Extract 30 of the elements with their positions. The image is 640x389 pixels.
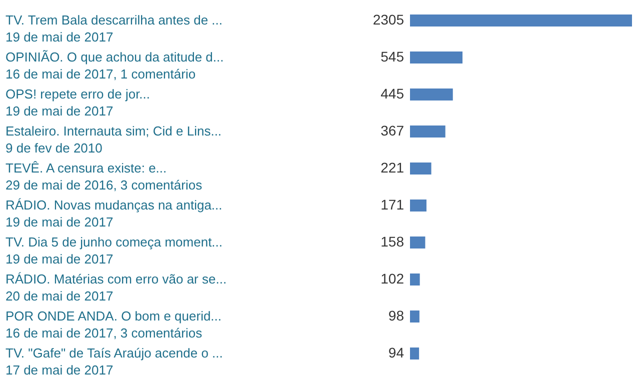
y-tick-label: TEVÊ. A censura existe: e... 29 de mai de 2016, 3 comentários <box>6 160 203 192</box>
bar <box>410 52 462 64</box>
data-label: 367 <box>380 122 404 138</box>
y-tick-label: Estaleiro. Internauta sim; Cid e Lins... 9 de fev de 2010 <box>6 124 222 156</box>
y-tick-label: RÁDIO. Novas mudanças na antiga... 19 de mai de 2017 <box>6 198 222 230</box>
data-label: 445 <box>380 86 404 102</box>
bar <box>410 14 632 26</box>
y-tick-label: TV. "Gafe" de Taís Araújo acende o ... 17 de mai de 2017 <box>6 346 223 378</box>
bar <box>410 162 432 174</box>
bar <box>410 348 420 360</box>
bar <box>410 274 420 286</box>
data-label: 171 <box>380 196 404 212</box>
y-tick-label: TV. Dia 5 de junho começa moment... 19 de mai de 2017 <box>6 234 223 266</box>
y-tick-label: TV. Trem Bala descarrilha antes de ... 19 de mai de 2017 <box>6 12 223 44</box>
y-tick-label: RÁDIO. Matérias com erro vão ar se... 20 de mai de 2017 <box>6 272 227 304</box>
y-tick-label: OPS! repete erro de jor... 19 de mai de 2017 <box>6 86 150 118</box>
bar <box>410 310 420 322</box>
bar <box>410 200 426 212</box>
data-label: 545 <box>380 48 404 64</box>
data-label: 2305 <box>372 12 404 28</box>
bar <box>410 236 426 248</box>
bar <box>410 88 453 100</box>
bar <box>410 126 446 138</box>
y-tick-label: OPINIÃO. O que achou da atitude d... 16 de mai de 2017, 1 comentário <box>6 50 224 82</box>
data-label: 158 <box>380 234 404 250</box>
data-label: 94 <box>388 344 404 360</box>
data-label: 221 <box>380 160 404 176</box>
data-label: 102 <box>380 270 404 286</box>
y-tick-label: POR ONDE ANDA. O bom e querid... 16 de mai de 2017, 3 comentários <box>6 308 222 340</box>
data-label: 98 <box>388 308 404 324</box>
